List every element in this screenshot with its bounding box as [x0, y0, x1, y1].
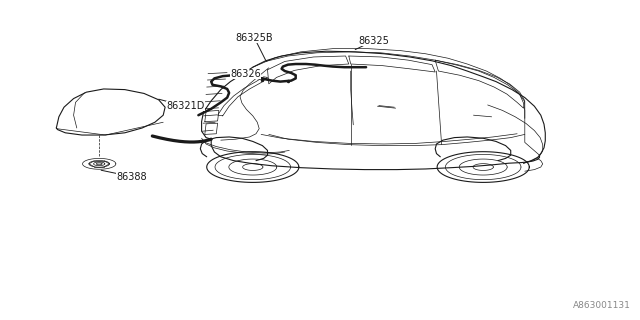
Text: 86388: 86388	[101, 170, 147, 182]
Text: 86325: 86325	[355, 36, 389, 50]
Text: 86326: 86326	[230, 68, 269, 79]
Text: A863001131: A863001131	[573, 301, 630, 310]
Text: 86325B: 86325B	[236, 33, 273, 60]
Text: 86321D: 86321D	[159, 99, 205, 111]
